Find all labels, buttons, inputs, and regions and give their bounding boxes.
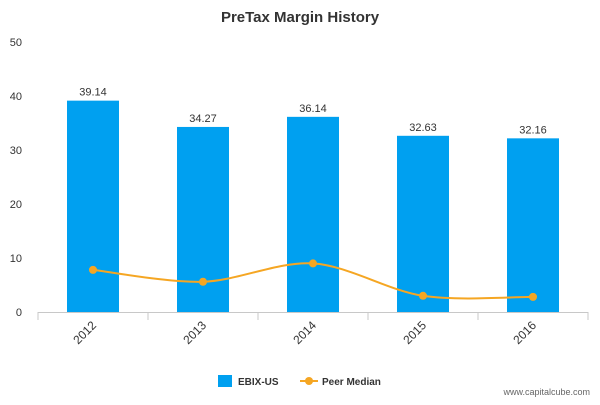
legend-label-peer-median: Peer Median [322,377,381,388]
bar [287,116,339,313]
peer-median-point [89,265,97,274]
peer-median-point [419,291,427,300]
x-tick-label: 2015 [400,318,429,347]
peer-median-point [309,259,317,268]
chart-title: PreTax Margin History [221,9,380,26]
bar-data-label: 32.63 [409,122,437,134]
chart-legend: EBIX-US Peer Median [218,375,381,388]
y-tick-label: 20 [10,199,22,211]
y-tick-label: 40 [10,91,22,103]
peer-median-point [529,292,537,301]
y-tick-label: 0 [16,307,22,319]
bar [67,100,119,312]
x-tick-label: 2016 [510,318,539,347]
y-tick-label: 10 [10,253,22,265]
bar-data-label: 39.14 [79,87,107,99]
peer-median-point [199,277,207,286]
bar-data-label: 32.16 [519,124,547,136]
x-tick-label: 2012 [70,318,99,347]
bar [507,138,559,312]
bar-data-label: 34.27 [189,113,217,125]
legend-bar-swatch [218,375,232,387]
bar-data-label: 36.14 [299,103,327,115]
legend-line-marker [305,377,313,385]
line-series-group [89,259,537,301]
y-tick-label: 50 [10,37,22,49]
bar [397,135,449,312]
x-tick-label: 2014 [290,318,319,347]
y-tick-label: 30 [10,145,22,157]
watermark-text: www.capitalcube.com [502,387,590,397]
legend-label-ebix: EBIX-US [238,377,279,388]
x-tick-label: 2013 [180,318,209,347]
bar-series-group: 39.14 34.27 36.14 32.63 32.16 [67,87,559,313]
